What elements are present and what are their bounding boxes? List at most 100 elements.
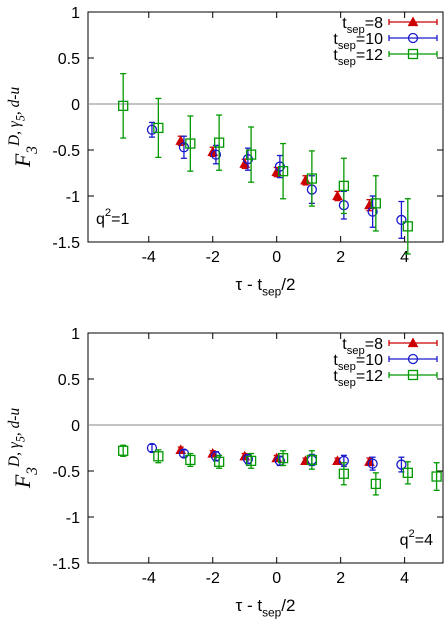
legend-label: tsep=8 — [342, 15, 383, 36]
text-part: D, γ — [6, 441, 23, 468]
y-tick-label: 0 — [71, 97, 80, 114]
text-part: τ - t — [236, 596, 263, 615]
y-tick-label: 0.5 — [58, 51, 80, 68]
y-tick-label: -0.5 — [52, 143, 80, 160]
x-tick-label: -2 — [206, 249, 220, 266]
marker — [306, 173, 318, 184]
marker — [431, 471, 442, 482]
text-part: =8 — [365, 336, 383, 353]
marker — [185, 138, 196, 149]
error-bar — [372, 175, 379, 232]
text-part: =8 — [365, 15, 383, 32]
text-part: sep — [262, 284, 282, 298]
error-bar — [212, 144, 219, 165]
text-part: sep — [338, 40, 356, 52]
marker — [402, 467, 413, 478]
text-part: t — [333, 47, 338, 64]
text-part: =4 — [415, 532, 433, 549]
error-bar — [280, 450, 287, 467]
marker — [118, 100, 129, 111]
error-bar — [155, 97, 162, 159]
error-bar — [280, 142, 287, 200]
marker — [306, 454, 318, 466]
error-bar — [148, 443, 155, 453]
text-part: t — [342, 336, 347, 353]
x-tick-label: 2 — [336, 570, 345, 587]
text-part: sep — [347, 24, 365, 36]
marker — [213, 456, 225, 467]
annotation: q2=4 — [400, 528, 433, 549]
error-bar — [180, 135, 187, 159]
text-part: 3 — [24, 146, 41, 155]
error-bar — [433, 462, 440, 491]
error-bar — [372, 472, 379, 496]
marker — [338, 180, 350, 192]
text-part: =10 — [356, 352, 383, 369]
y-tick-label: 1 — [71, 326, 80, 343]
y-tick-label: -1.5 — [52, 556, 80, 573]
text-part: 5 — [14, 436, 28, 442]
text-part: /2 — [281, 596, 295, 615]
annotation: q2=1 — [96, 207, 129, 228]
marker — [153, 451, 164, 462]
plot-frame — [87, 11, 444, 243]
error-bar — [248, 452, 255, 469]
text-part: t — [342, 15, 347, 32]
y-tick-label: -0.5 — [52, 464, 80, 481]
marker — [277, 452, 289, 464]
x-tick-label: -4 — [142, 249, 156, 266]
error-bar — [248, 126, 255, 183]
x-tick-label: 4 — [400, 570, 409, 587]
text-part: 5 — [14, 115, 28, 121]
error-bar — [404, 461, 411, 485]
marker — [407, 48, 419, 60]
y-tick-label: 0.5 — [58, 372, 80, 389]
error-bar — [120, 444, 127, 457]
marker — [367, 206, 378, 217]
text-part: q — [96, 211, 105, 228]
error-bar — [340, 157, 347, 215]
y-tick-label: 1 — [71, 5, 80, 22]
error-bar — [340, 462, 347, 486]
x-tick-label: 2 — [336, 249, 345, 266]
y-tick-label: -1 — [66, 510, 80, 527]
y-tick-label: 0 — [71, 418, 80, 435]
marker — [210, 149, 222, 160]
marker — [146, 442, 158, 454]
marker — [210, 451, 222, 462]
text-part: D, γ — [6, 120, 23, 147]
text-part: , d-u — [6, 408, 23, 437]
x-axis-label: τ - tsep/2 — [236, 275, 296, 298]
text-part: =1 — [111, 211, 129, 228]
text-part: 3 — [24, 467, 41, 476]
text-part: sep — [338, 56, 356, 68]
marker — [370, 198, 381, 209]
marker — [407, 369, 419, 381]
text-part: t — [333, 31, 338, 48]
marker — [402, 221, 413, 232]
x-tick-label: 0 — [272, 570, 281, 587]
text-part: F — [10, 474, 35, 489]
text-part: /2 — [281, 275, 295, 294]
marker — [274, 455, 286, 467]
y-axis-label: F3D, γ5, d-u — [6, 87, 41, 169]
error-bar — [398, 200, 405, 239]
marker — [396, 214, 407, 226]
text-part: 2 — [409, 528, 415, 540]
marker — [242, 453, 254, 465]
error-bar — [216, 114, 223, 171]
legend-label: tsep=8 — [342, 336, 383, 357]
text-part: t — [333, 368, 338, 385]
x-tick-label: 4 — [400, 249, 409, 266]
error-bar — [404, 198, 411, 255]
x-tick-label: -4 — [142, 570, 156, 587]
text-part: =12 — [356, 47, 383, 64]
text-part: F — [10, 153, 35, 168]
marker — [118, 445, 129, 456]
marker — [178, 142, 190, 153]
legend-label: tsep=12 — [333, 47, 383, 68]
y-axis-label: F3D, γ5, d-u — [6, 408, 41, 490]
marker — [213, 137, 225, 148]
